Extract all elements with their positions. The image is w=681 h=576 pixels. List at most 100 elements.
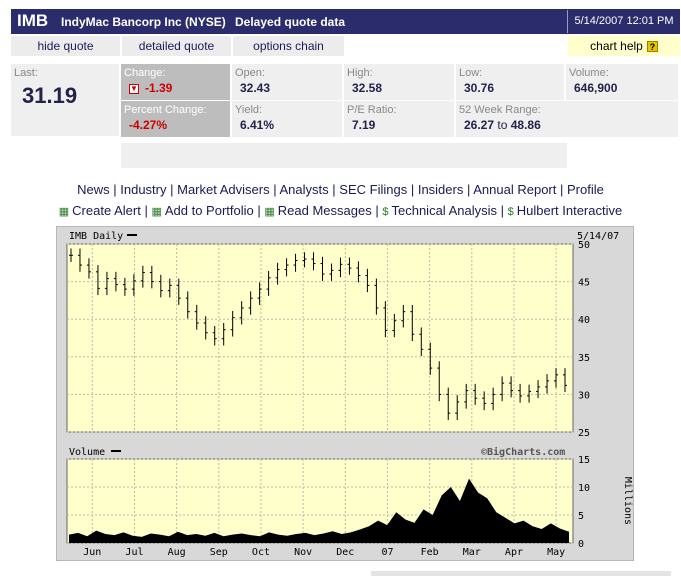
percent-change-label: Percent Change: [124, 104, 207, 116]
dollar-icon: $ [507, 206, 514, 218]
chart-date-label: 5/14/07 [577, 231, 619, 242]
price-bar [248, 291, 253, 315]
link-separator: | [257, 203, 265, 218]
x-tick-label: Apr [505, 547, 523, 558]
x-tick-label: May [547, 547, 565, 558]
x-tick-label: Jun [83, 547, 101, 558]
news-link[interactable]: News [77, 182, 110, 197]
read-messages-link[interactable]: Read Messages [277, 203, 372, 218]
volume-area [69, 478, 569, 543]
range-low: 26.27 [464, 118, 495, 132]
market-advisers-link[interactable]: Market Advisers [177, 182, 270, 197]
price-bar [95, 265, 100, 296]
dollar-icon: $ [382, 206, 389, 218]
insiders-link[interactable]: Insiders [417, 182, 464, 197]
yield-value: 6.41% [240, 118, 275, 132]
add-to-portfolio-link[interactable]: Add to Portfolio [164, 203, 254, 218]
price-bar [563, 368, 567, 393]
price-bar [140, 265, 145, 288]
price-bar [356, 261, 361, 283]
link-separator: | [144, 203, 152, 218]
price-bar [77, 248, 82, 272]
x-tick-label: Feb [421, 547, 439, 558]
sec-filings-link[interactable]: SEC Filings [339, 182, 408, 197]
options-chain-link[interactable]: options chain [233, 36, 344, 56]
x-tick-label: Dec [336, 547, 354, 558]
price-bar [86, 258, 91, 279]
volume-value: 646,900 [574, 81, 618, 95]
price-bar [428, 342, 433, 375]
price-bar [554, 368, 559, 388]
high-label: High: [347, 67, 373, 79]
change-value-wrap: ▼ -1.39 [129, 81, 172, 95]
x-tick-label: Jul [125, 547, 143, 558]
price-bar [212, 325, 217, 346]
hide-quote-link[interactable]: hide quote [11, 36, 120, 56]
open-cell: Open: 32.43 [232, 64, 342, 100]
week-range-label: 52 Week Range: [459, 104, 541, 116]
chart-help-button[interactable]: chart help? [568, 36, 680, 56]
profile-link[interactable]: Profile [567, 182, 604, 197]
x-tick-label: Nov [294, 547, 312, 558]
price-bar [491, 387, 496, 411]
create-alert-link[interactable]: Create Alert [72, 203, 141, 218]
yield-cell: Yield: 6.41% [232, 101, 342, 137]
volume-legend-line [111, 450, 121, 452]
low-label: Low: [459, 67, 483, 79]
price-bar [374, 278, 379, 315]
research-links: News | Industry | Market Advisers | Anal… [0, 182, 681, 197]
price-tick-label: 45 [578, 278, 590, 289]
volume-tick-label: 15 [578, 455, 590, 466]
pe-ratio-label: P/E Ratio: [347, 104, 397, 116]
change-value: -1.39 [145, 81, 173, 95]
price-bar [419, 327, 424, 357]
x-axis: Jun Jul Aug Sep Oct Nov Dec 07 Feb Mar Apr May [83, 547, 565, 558]
price-bar [293, 253, 298, 272]
x-tick-label: 07 [381, 547, 393, 558]
price-volume-chart: IMB Daily 5/14/07 25 30 35 40 45 50 Volume ©B… [55, 225, 635, 562]
price-bar [275, 262, 280, 285]
price-bar [455, 395, 460, 420]
price-bar [69, 248, 73, 263]
price-bar [185, 291, 190, 319]
price-bar [329, 263, 334, 281]
link-separator: | [375, 203, 383, 218]
analysts-link[interactable]: Analysts [279, 182, 329, 197]
detailed-quote-link[interactable]: detailed quote [122, 36, 231, 56]
quote-timestamp: 5/14/2007 12:01 PM [567, 10, 680, 33]
price-bar [302, 252, 307, 268]
scroll-hint-bar [371, 571, 671, 576]
price-bar [392, 313, 397, 338]
price-bar [113, 271, 118, 292]
price-bar [104, 271, 109, 296]
price-bar [266, 271, 271, 296]
industry-link[interactable]: Industry [120, 182, 167, 197]
price-y-axis: 25 30 35 40 45 50 [578, 240, 590, 439]
company-name: IndyMac Bancorp Inc (NYSE) [61, 15, 226, 29]
price-bar [230, 310, 235, 337]
price-chart-title: IMB Daily [69, 231, 123, 242]
price-bar [311, 252, 316, 271]
hulbert-interactive-link[interactable]: Hulbert Interactive [516, 203, 623, 218]
messages-icon: ▦ [264, 206, 275, 218]
volume-tick-label: 5 [578, 511, 584, 522]
link-separator: | [410, 182, 418, 197]
price-panel-header [57, 227, 573, 244]
delay-note: Delayed quote data [235, 15, 346, 29]
price-bar [410, 304, 415, 342]
price-tick-label: 40 [578, 315, 590, 326]
annual-report-link[interactable]: Annual Report [473, 182, 557, 197]
week-range-cell: 52 Week Range: 26.27 to 48.86 [456, 101, 678, 137]
price-bar [257, 282, 262, 305]
range-high: 48.86 [510, 118, 541, 132]
price-tick-label: 25 [578, 428, 590, 439]
open-label: Open: [235, 67, 265, 79]
technical-analysis-link[interactable]: Technical Analysis [391, 203, 497, 218]
high-value: 32.58 [352, 81, 383, 95]
percent-change-value: -4.27% [129, 118, 168, 132]
price-bar [347, 257, 352, 275]
range-to: to [497, 118, 508, 132]
last-price-cell: Last: 31.19 [11, 64, 119, 136]
change-label: Change: [124, 67, 166, 79]
x-tick-label: Oct [252, 547, 270, 558]
